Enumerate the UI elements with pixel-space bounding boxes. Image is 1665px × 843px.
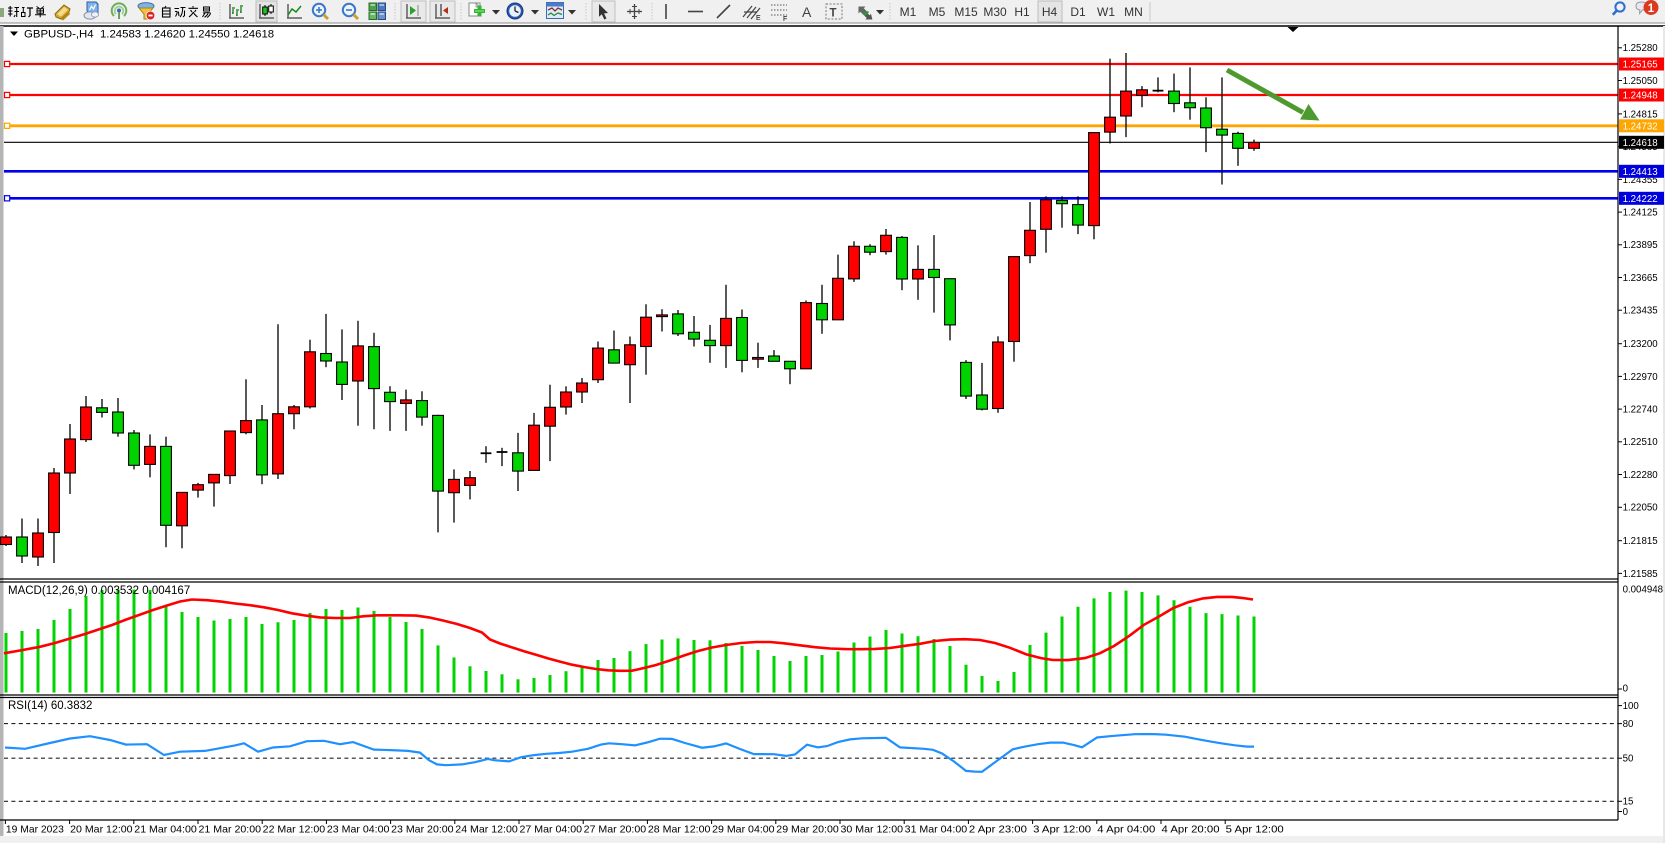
- svg-text:1.24355: 1.24355: [1623, 175, 1658, 186]
- svg-text:5 Apr 12:00: 5 Apr 12:00: [1226, 824, 1284, 835]
- svg-text:1.25050: 1.25050: [1623, 76, 1659, 87]
- svg-text:1.23200: 1.23200: [1623, 339, 1659, 350]
- svg-text:4 Apr 04:00: 4 Apr 04:00: [1097, 824, 1155, 835]
- svg-text:1.22280: 1.22280: [1623, 470, 1659, 481]
- svg-text:27 Mar 04:00: 27 Mar 04:00: [520, 824, 583, 835]
- svg-text:A: A: [802, 4, 812, 20]
- svg-text:50: 50: [1623, 754, 1634, 765]
- svg-text:RSI(14) 60.3832: RSI(14) 60.3832: [8, 700, 92, 712]
- svg-text:1.24732: 1.24732: [1623, 121, 1658, 132]
- svg-text:1.25165: 1.25165: [1623, 60, 1658, 71]
- svg-text:E: E: [756, 15, 761, 22]
- svg-text:1.23665: 1.23665: [1623, 273, 1658, 284]
- svg-text:27 Mar 20:00: 27 Mar 20:00: [584, 824, 647, 835]
- svg-text:15: 15: [1623, 797, 1634, 808]
- svg-text:29 Mar 20:00: 29 Mar 20:00: [776, 824, 839, 835]
- svg-text:1.21815: 1.21815: [1623, 536, 1658, 547]
- svg-text:F: F: [783, 16, 787, 23]
- svg-text:1: 1: [1648, 3, 1655, 15]
- svg-text:1.24948: 1.24948: [1623, 91, 1658, 102]
- svg-text:0.004948: 0.004948: [1623, 585, 1663, 596]
- svg-text:MN: MN: [1124, 5, 1143, 19]
- svg-text:D1: D1: [1070, 5, 1086, 19]
- svg-text:M15: M15: [954, 5, 978, 19]
- svg-text:23 Mar 20:00: 23 Mar 20:00: [391, 824, 454, 835]
- svg-text:21 Mar 20:00: 21 Mar 20:00: [199, 824, 262, 835]
- svg-text:1.25280: 1.25280: [1623, 43, 1659, 54]
- svg-text:21 Mar 04:00: 21 Mar 04:00: [134, 824, 197, 835]
- svg-text:0: 0: [1623, 684, 1629, 695]
- svg-text:1.23895: 1.23895: [1623, 240, 1658, 251]
- svg-text:M30: M30: [983, 5, 1007, 19]
- svg-text:22 Mar 12:00: 22 Mar 12:00: [263, 824, 326, 835]
- svg-text:4 Apr 20:00: 4 Apr 20:00: [1162, 824, 1220, 835]
- svg-text:M5: M5: [929, 5, 946, 19]
- svg-text:29 Mar 04:00: 29 Mar 04:00: [712, 824, 775, 835]
- svg-text:H4: H4: [1042, 5, 1058, 19]
- svg-text:28 Mar 12:00: 28 Mar 12:00: [648, 824, 711, 835]
- svg-text:GBPUSD-,H4 1.24583 1.24620 1.: GBPUSD-,H4 1.24583 1.24620 1.24550 1.246…: [24, 28, 274, 40]
- svg-text:3 Apr 12:00: 3 Apr 12:00: [1033, 824, 1091, 835]
- svg-text:1.22740: 1.22740: [1623, 405, 1659, 416]
- svg-text:1.24618: 1.24618: [1623, 138, 1658, 149]
- svg-text:1.24815: 1.24815: [1623, 109, 1658, 120]
- svg-text:T: T: [830, 8, 837, 20]
- svg-text:1.22050: 1.22050: [1623, 503, 1659, 514]
- svg-text:H1: H1: [1014, 5, 1030, 19]
- svg-text:1.24125: 1.24125: [1623, 208, 1658, 219]
- svg-text:1.23435: 1.23435: [1623, 306, 1658, 317]
- svg-text:1.22970: 1.22970: [1623, 372, 1659, 383]
- svg-text:M1: M1: [900, 5, 917, 19]
- svg-text:80: 80: [1623, 719, 1634, 730]
- svg-text:0: 0: [1623, 807, 1629, 818]
- svg-text:24 Mar 12:00: 24 Mar 12:00: [455, 824, 518, 835]
- svg-text:W1: W1: [1097, 5, 1115, 19]
- svg-text:23 Mar 04:00: 23 Mar 04:00: [327, 824, 390, 835]
- svg-text:1.24413: 1.24413: [1623, 167, 1658, 178]
- svg-text:1.22510: 1.22510: [1623, 437, 1659, 448]
- svg-text:1.24222: 1.24222: [1623, 194, 1658, 205]
- svg-text:2 Apr 23:00: 2 Apr 23:00: [969, 824, 1027, 835]
- svg-text:MACD(12,26,9) 0.003532 0.00416: MACD(12,26,9) 0.003532 0.004167: [8, 585, 190, 597]
- svg-text:20 Mar 12:00: 20 Mar 12:00: [70, 824, 133, 835]
- svg-text:30 Mar 12:00: 30 Mar 12:00: [841, 824, 904, 835]
- svg-text:1.21585: 1.21585: [1623, 569, 1658, 580]
- svg-text:100: 100: [1623, 701, 1640, 712]
- svg-text:31 Mar 04:00: 31 Mar 04:00: [905, 824, 968, 835]
- svg-text:19 Mar 2023: 19 Mar 2023: [6, 824, 64, 835]
